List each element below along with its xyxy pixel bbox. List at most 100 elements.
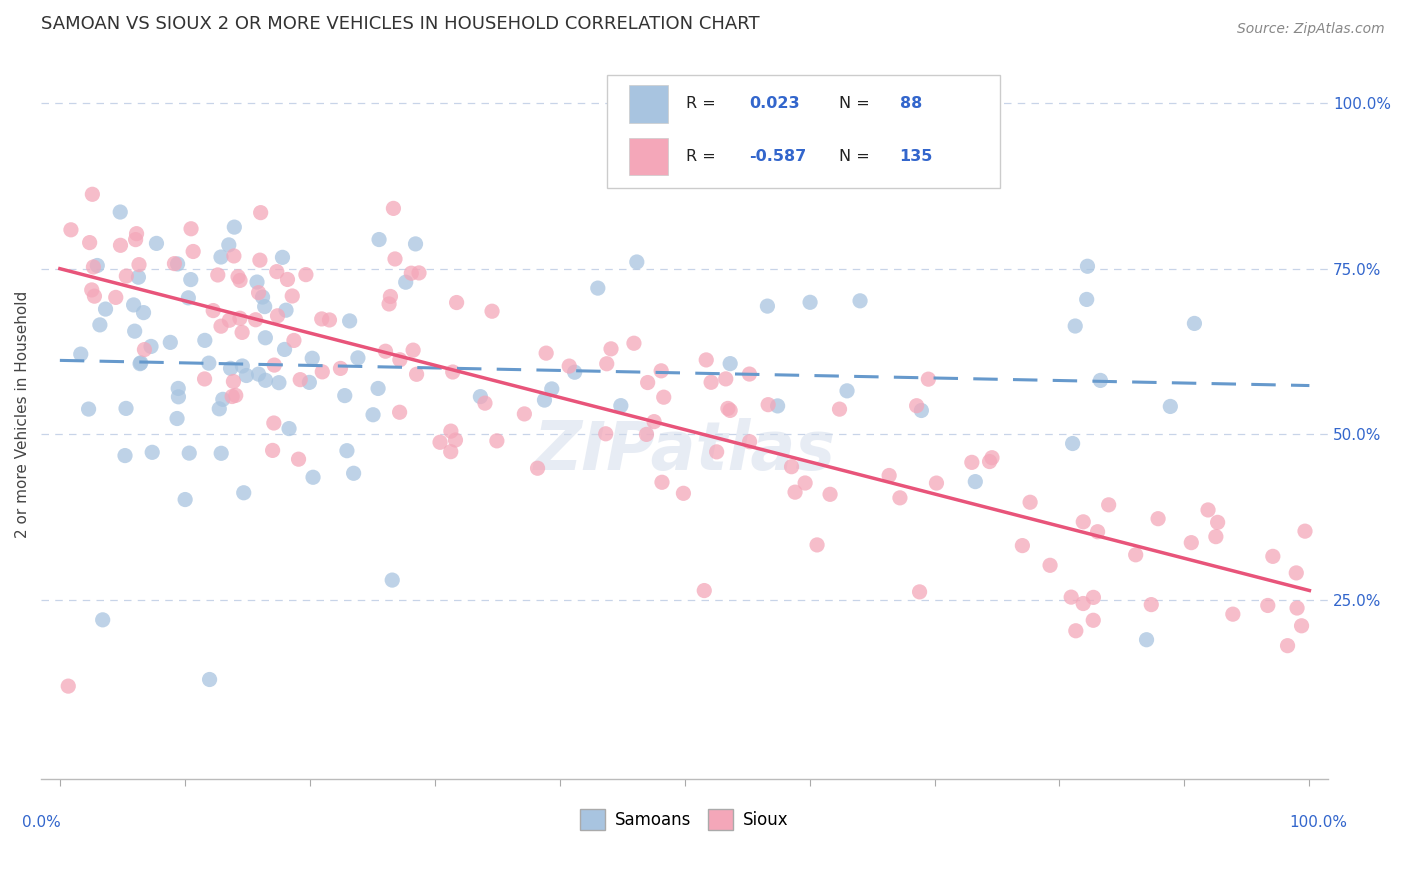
Point xyxy=(905,399,928,413)
Point xyxy=(225,388,247,402)
Point xyxy=(700,376,723,390)
Point xyxy=(69,347,91,361)
Point xyxy=(281,289,304,303)
Point xyxy=(1140,598,1163,612)
Point xyxy=(194,334,217,348)
Point xyxy=(408,266,430,280)
Point xyxy=(110,205,132,219)
Point xyxy=(650,364,672,378)
Point xyxy=(361,408,384,422)
Point xyxy=(595,426,617,441)
Point xyxy=(89,318,111,332)
Point xyxy=(283,334,305,348)
Point xyxy=(79,235,101,250)
Text: 100.0%: 100.0% xyxy=(1289,815,1347,830)
Point xyxy=(877,468,900,483)
Text: 0.0%: 0.0% xyxy=(22,815,60,830)
Point xyxy=(440,444,463,458)
Point xyxy=(446,295,468,310)
Point xyxy=(440,424,463,438)
Point xyxy=(245,312,267,326)
Point xyxy=(104,290,127,304)
Point xyxy=(481,304,503,318)
Text: R =: R = xyxy=(686,96,721,112)
Point xyxy=(384,252,406,266)
Point xyxy=(401,266,423,280)
Point xyxy=(925,476,948,491)
Point xyxy=(586,281,609,295)
Point xyxy=(278,421,301,435)
Point xyxy=(249,205,271,219)
Point xyxy=(368,233,391,247)
Point xyxy=(276,272,298,286)
Text: 88: 88 xyxy=(900,96,922,112)
Point xyxy=(263,416,285,430)
Point xyxy=(339,314,361,328)
Point xyxy=(388,405,411,419)
Point xyxy=(290,373,312,387)
Point xyxy=(207,268,229,282)
Text: -0.587: -0.587 xyxy=(749,149,806,164)
Point xyxy=(179,446,201,460)
Point xyxy=(1294,524,1316,538)
Point xyxy=(122,298,145,312)
Point xyxy=(388,352,411,367)
Point xyxy=(129,357,152,371)
Point xyxy=(295,268,318,282)
Point xyxy=(311,312,333,326)
Point xyxy=(194,372,217,386)
Point xyxy=(1064,318,1087,333)
Point xyxy=(274,303,297,318)
Point xyxy=(218,313,240,327)
Point xyxy=(114,449,136,463)
Point xyxy=(1098,498,1121,512)
Point xyxy=(59,223,82,237)
Point xyxy=(889,491,911,505)
Point xyxy=(693,583,716,598)
Point xyxy=(263,358,285,372)
Legend: Samoans, Sioux: Samoans, Sioux xyxy=(574,803,796,836)
Point xyxy=(129,356,152,370)
Point xyxy=(714,372,737,386)
Point xyxy=(311,365,333,379)
Point xyxy=(1083,591,1105,605)
Point xyxy=(145,236,167,251)
Point xyxy=(1277,639,1299,653)
Point xyxy=(444,433,467,447)
Point xyxy=(1206,516,1229,530)
Point xyxy=(908,585,931,599)
Point xyxy=(329,361,352,376)
Point xyxy=(623,336,645,351)
Point xyxy=(347,351,370,365)
Point xyxy=(626,255,648,269)
Point xyxy=(1076,259,1098,273)
Text: ZIPatlas: ZIPatlas xyxy=(534,417,835,483)
Point xyxy=(1071,515,1094,529)
Point xyxy=(273,343,295,357)
Point xyxy=(981,450,1004,465)
Point xyxy=(470,390,492,404)
Point xyxy=(643,415,665,429)
Point xyxy=(221,390,243,404)
Point xyxy=(110,238,132,252)
Point xyxy=(125,227,148,241)
Point xyxy=(1039,558,1062,573)
Point xyxy=(738,367,761,381)
Point xyxy=(1011,539,1033,553)
Point xyxy=(474,396,496,410)
Point xyxy=(849,293,872,308)
Point xyxy=(82,260,104,274)
Point xyxy=(672,486,695,500)
Point xyxy=(180,272,202,286)
Point xyxy=(738,434,761,449)
Point xyxy=(267,376,290,390)
Point xyxy=(222,249,245,263)
Point xyxy=(287,452,309,467)
Point xyxy=(224,220,246,235)
Point xyxy=(252,290,274,304)
Point xyxy=(717,401,740,416)
Point xyxy=(794,475,817,490)
Point xyxy=(835,384,858,398)
Point xyxy=(124,233,146,247)
Point xyxy=(1071,597,1094,611)
